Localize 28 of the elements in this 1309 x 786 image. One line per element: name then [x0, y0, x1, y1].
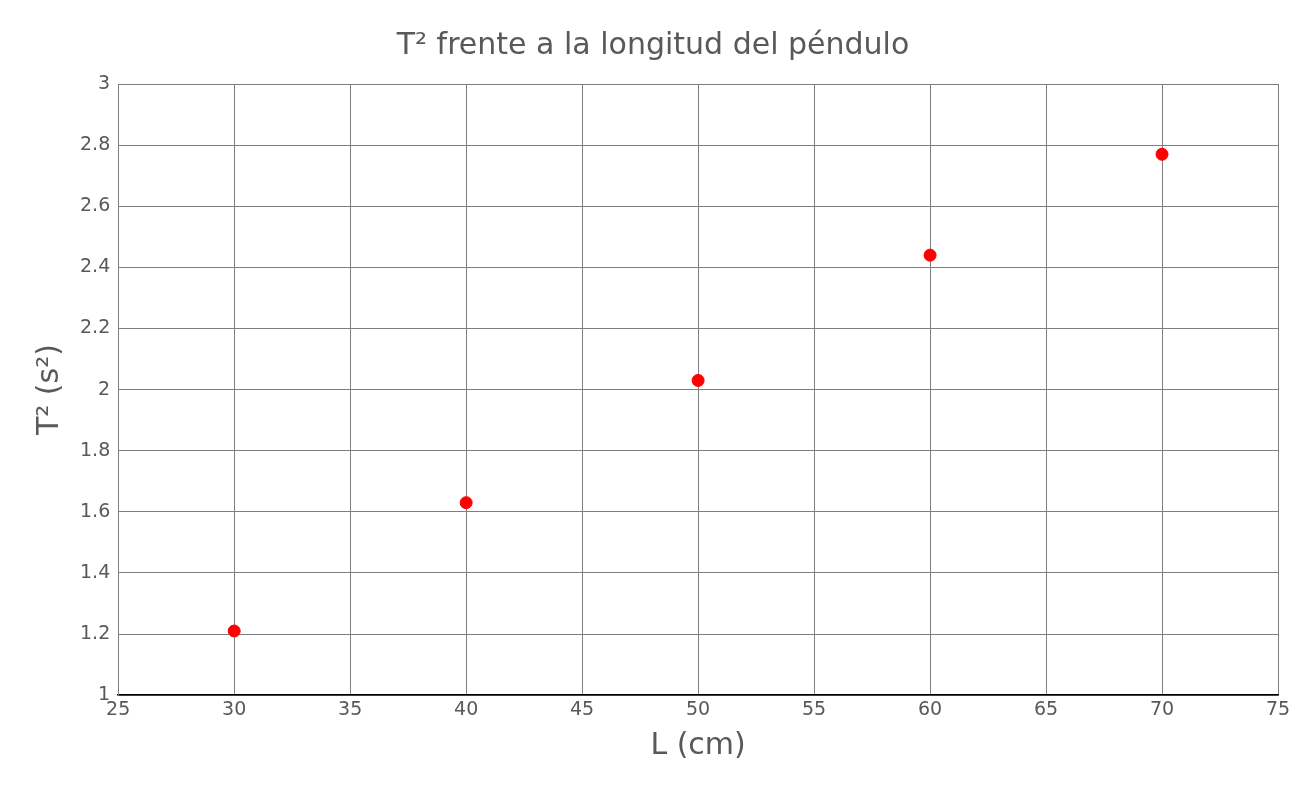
x-tick-label: 50 — [686, 696, 711, 719]
y-tick-label: 1.8 — [80, 437, 111, 460]
chart-title: T² frente a la longitud del péndulo — [395, 25, 910, 61]
point — [459, 496, 473, 510]
x-tick-label: 45 — [570, 696, 595, 719]
point — [227, 624, 241, 638]
x-tick-label: 40 — [454, 696, 479, 719]
y-tick-label: 2.6 — [80, 193, 111, 216]
x-tick-label: 60 — [917, 696, 943, 719]
y-axis-title: T² (s²) — [29, 344, 65, 437]
x-axis-title: L (cm) — [650, 725, 746, 761]
point — [691, 373, 705, 387]
x-tick-label: 30 — [222, 696, 247, 719]
x-tick-label: 75 — [1265, 696, 1291, 719]
y-tick-label: 2 — [98, 376, 111, 399]
y-tick-label: 1.4 — [80, 559, 111, 582]
y-tick-label: 1.6 — [80, 498, 111, 521]
y-tick-label: 1.2 — [80, 621, 111, 644]
y-tick-label: 2.4 — [80, 254, 111, 277]
y-tick-label: 2.2 — [80, 315, 111, 338]
point — [1155, 147, 1169, 161]
point — [923, 248, 937, 262]
y-tick-label: 2.8 — [80, 132, 111, 155]
x-tick-label: 35 — [338, 696, 363, 719]
x-tick-label: 65 — [1033, 696, 1059, 719]
x-tick-label: 70 — [1149, 696, 1175, 719]
y-tick-label: 3 — [98, 70, 111, 93]
x-tick-label: 55 — [801, 696, 827, 719]
